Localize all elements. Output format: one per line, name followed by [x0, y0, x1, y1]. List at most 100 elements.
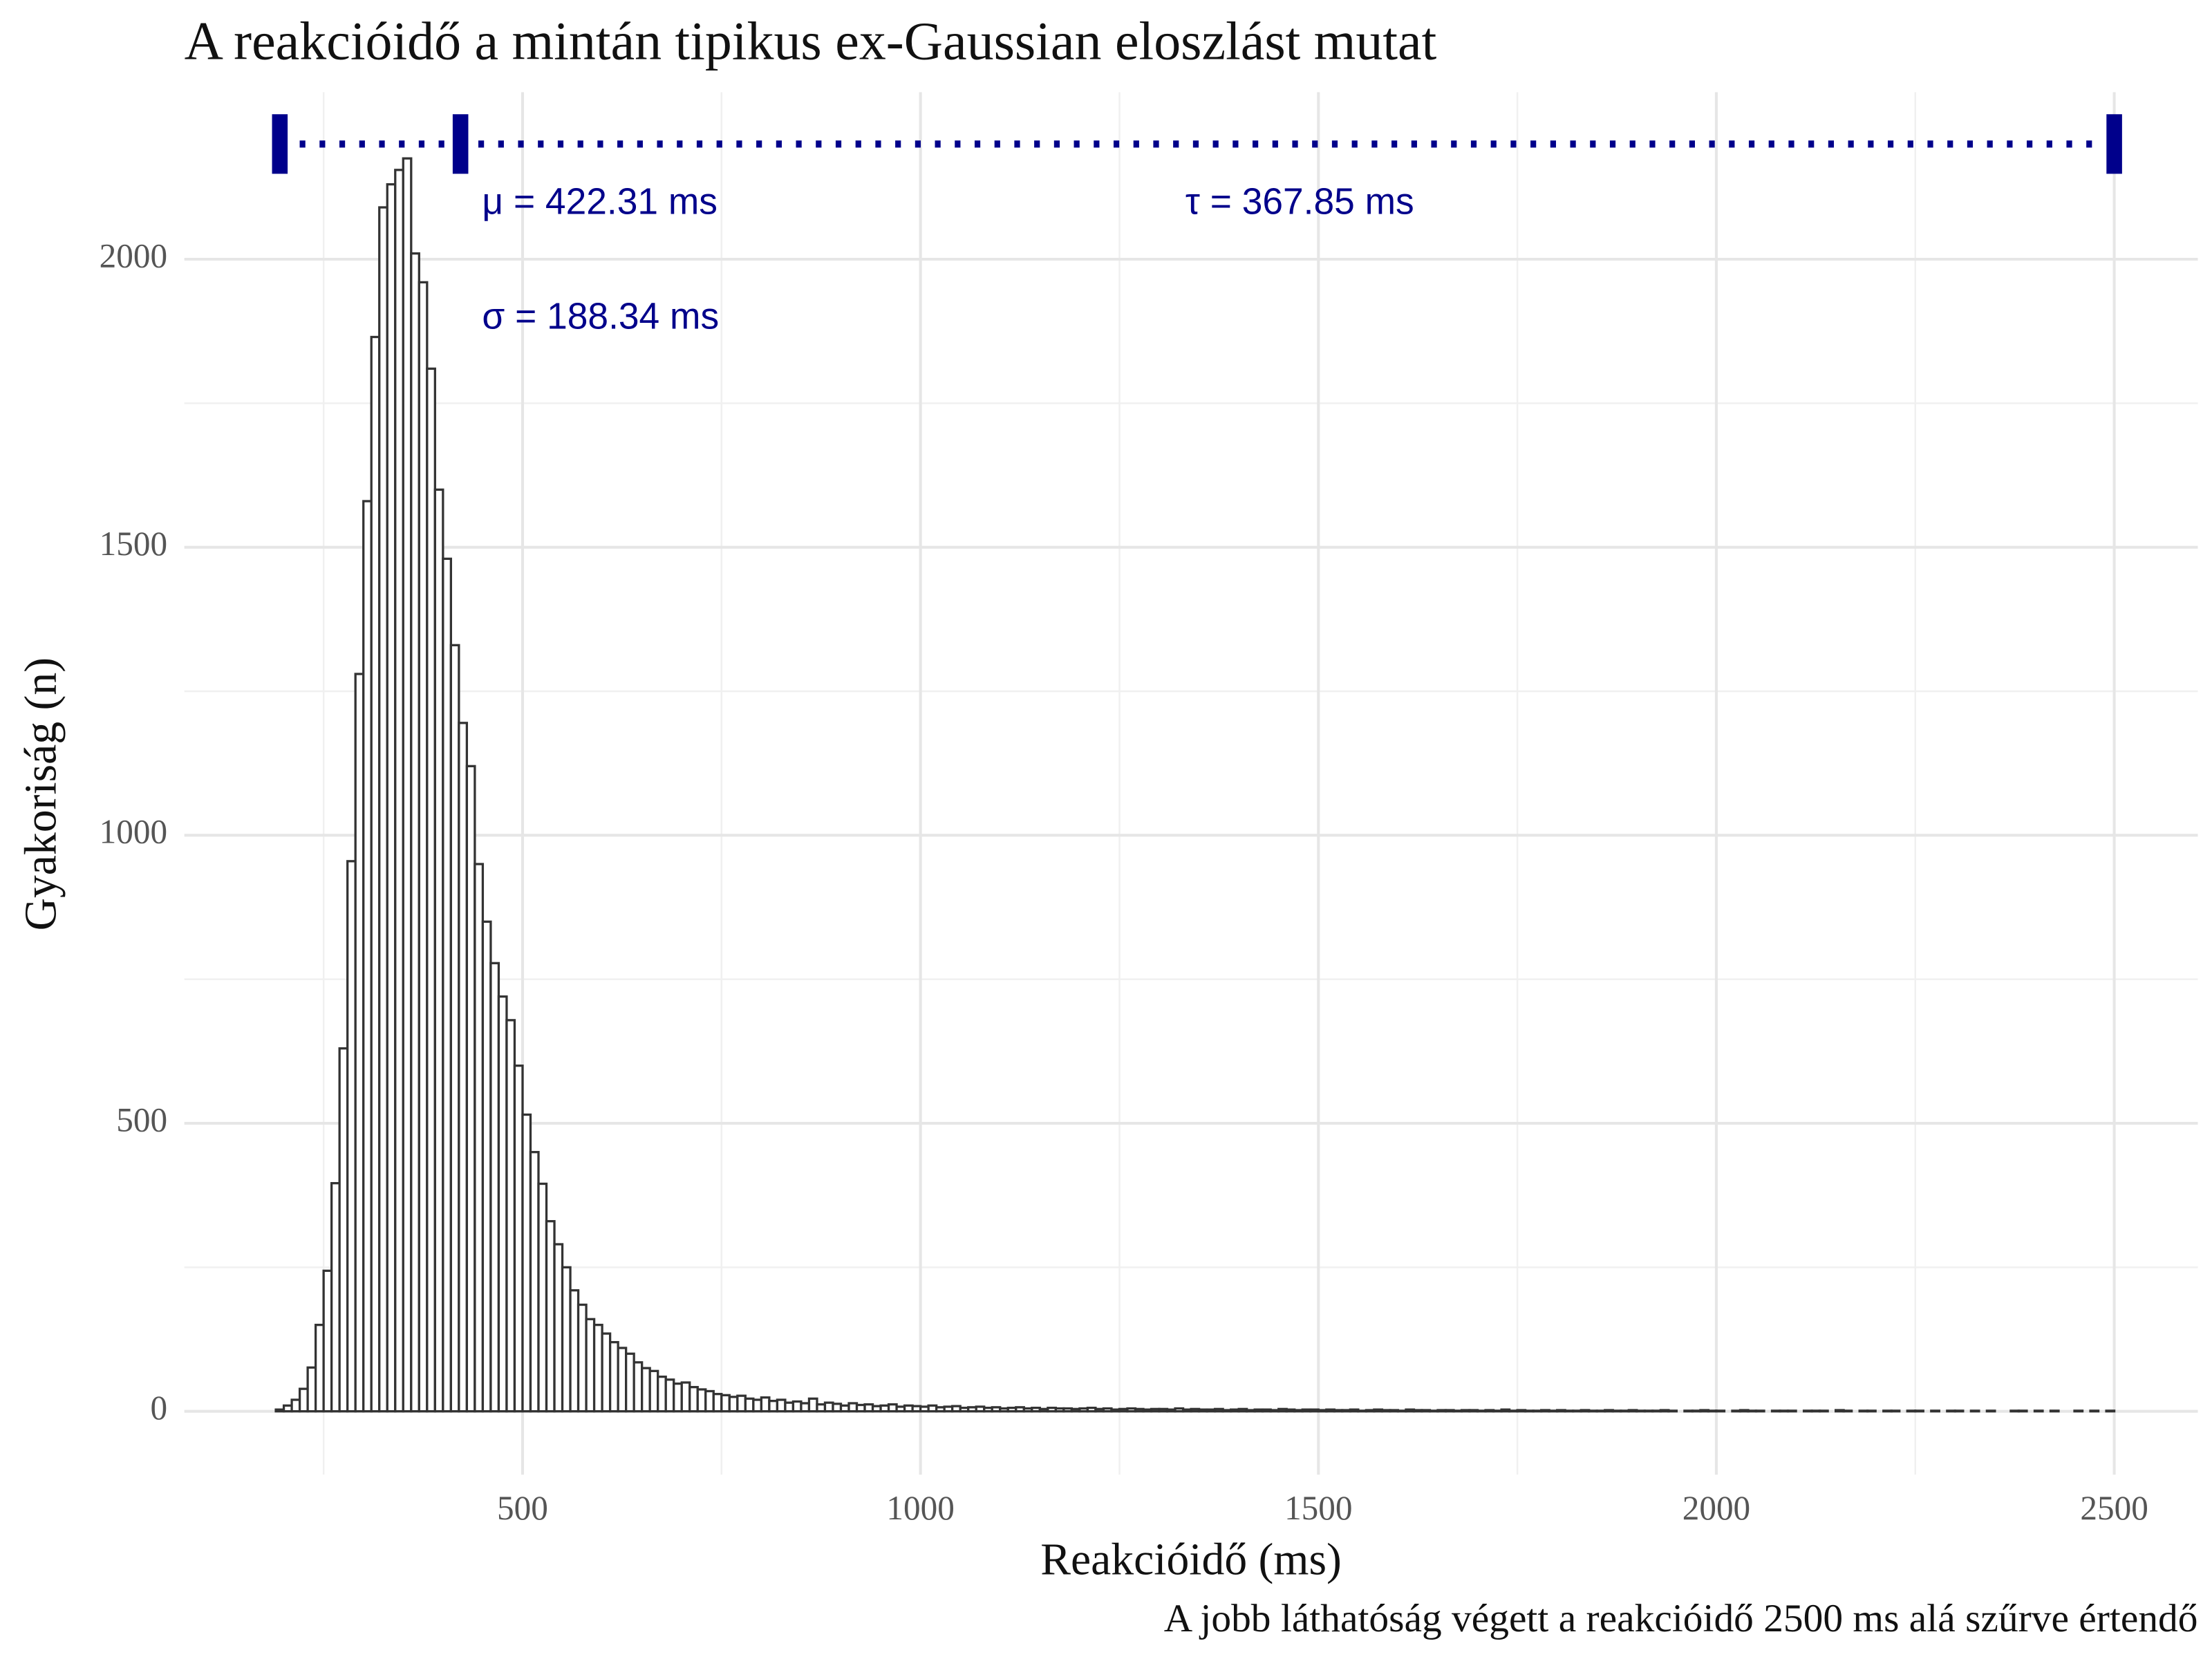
bar	[919, 1405, 930, 1413]
bar	[354, 673, 365, 1413]
bar	[1428, 1409, 1439, 1413]
bar	[1421, 1409, 1432, 1413]
bar	[2017, 1409, 2028, 1413]
bar	[1094, 1407, 1105, 1413]
bar	[1436, 1409, 1447, 1413]
bar	[545, 1220, 556, 1413]
bar	[465, 765, 476, 1413]
bar	[1237, 1407, 1248, 1413]
bar	[426, 367, 436, 1413]
bar	[1946, 1409, 1956, 1413]
bar	[497, 995, 508, 1413]
bar	[1858, 1409, 1869, 1413]
bar	[673, 1382, 683, 1413]
bar	[1150, 1407, 1161, 1413]
bar	[1492, 1409, 1503, 1413]
bar	[1054, 1407, 1065, 1413]
bar	[1190, 1407, 1201, 1413]
bar	[791, 1400, 803, 1413]
bar	[720, 1394, 731, 1413]
bar	[784, 1401, 795, 1413]
bar	[330, 1182, 341, 1413]
bar	[999, 1407, 1009, 1413]
bar	[1786, 1409, 1797, 1413]
y-tick-label: 2000	[100, 236, 167, 274]
bar	[1627, 1409, 1638, 1413]
bar	[370, 335, 381, 1413]
annotation-label: μ = 422.31 ms	[482, 181, 718, 222]
bar	[474, 863, 485, 1413]
bar	[433, 488, 444, 1413]
bar	[1262, 1408, 1272, 1413]
bar	[1667, 1409, 1678, 1413]
bar	[736, 1394, 747, 1413]
bar	[402, 157, 413, 1413]
bar	[1580, 1409, 1591, 1413]
bar	[641, 1367, 651, 1413]
bar	[386, 183, 397, 1413]
bar	[632, 1361, 644, 1413]
bar	[807, 1397, 818, 1413]
bar	[943, 1405, 954, 1413]
bar	[1715, 1409, 1726, 1413]
bar	[887, 1403, 898, 1413]
bar	[1588, 1409, 1598, 1413]
bar	[712, 1393, 723, 1413]
x-axis-title: Reakcióidő (ms)	[1040, 1535, 1342, 1585]
x-tick-label: 1500	[1284, 1489, 1352, 1527]
bar	[1230, 1408, 1240, 1413]
bar	[1165, 1408, 1177, 1413]
caption: A jobb láthatóság végett a reakcióidő 25…	[1164, 1597, 2198, 1640]
bar	[1985, 1409, 1996, 1413]
bar	[1930, 1409, 1940, 1413]
bar	[1086, 1407, 1097, 1413]
bar	[1365, 1409, 1376, 1413]
bar	[592, 1324, 603, 1413]
bar	[1476, 1409, 1487, 1413]
bar	[338, 1047, 349, 1413]
bar	[879, 1404, 890, 1413]
bar	[839, 1404, 850, 1413]
bar	[1779, 1409, 1790, 1413]
bar	[1102, 1407, 1113, 1413]
bar	[1731, 1409, 1742, 1413]
bar	[744, 1397, 755, 1413]
bar	[625, 1352, 635, 1413]
bar	[1770, 1409, 1781, 1413]
bar	[1142, 1408, 1153, 1413]
bar	[1572, 1409, 1582, 1413]
bar	[1373, 1408, 1384, 1413]
x-tick-label: 2000	[1683, 1489, 1750, 1527]
chart-title: A reakcióidő a mintán tipikus ex-Gaussia…	[185, 12, 1437, 71]
annotation-label: σ = 188.34 ms	[482, 297, 719, 337]
bar	[569, 1289, 580, 1413]
bar	[1269, 1409, 1280, 1413]
y-tick-label: 1000	[100, 813, 167, 851]
bar	[1253, 1408, 1264, 1413]
bar	[911, 1405, 922, 1413]
bar	[1969, 1409, 1980, 1413]
bar	[816, 1403, 827, 1413]
bar	[991, 1406, 1002, 1413]
bar	[1611, 1409, 1622, 1413]
bar	[449, 644, 460, 1413]
bar	[513, 1065, 524, 1413]
bar	[1659, 1409, 1670, 1413]
bar	[274, 1408, 285, 1413]
bar	[927, 1404, 938, 1413]
bar	[1062, 1407, 1074, 1413]
bar	[847, 1402, 859, 1413]
bar	[776, 1398, 787, 1413]
y-tick-label: 500	[116, 1100, 167, 1138]
bar	[537, 1182, 548, 1413]
bar	[521, 1113, 532, 1413]
bar	[1070, 1407, 1081, 1413]
bar	[2105, 1409, 2116, 1413]
bar	[442, 557, 452, 1413]
bar	[1635, 1409, 1646, 1413]
y-tick-label: 1500	[100, 525, 167, 563]
bar	[1802, 1409, 1813, 1413]
bar	[1006, 1407, 1018, 1413]
bar	[1078, 1407, 1089, 1413]
